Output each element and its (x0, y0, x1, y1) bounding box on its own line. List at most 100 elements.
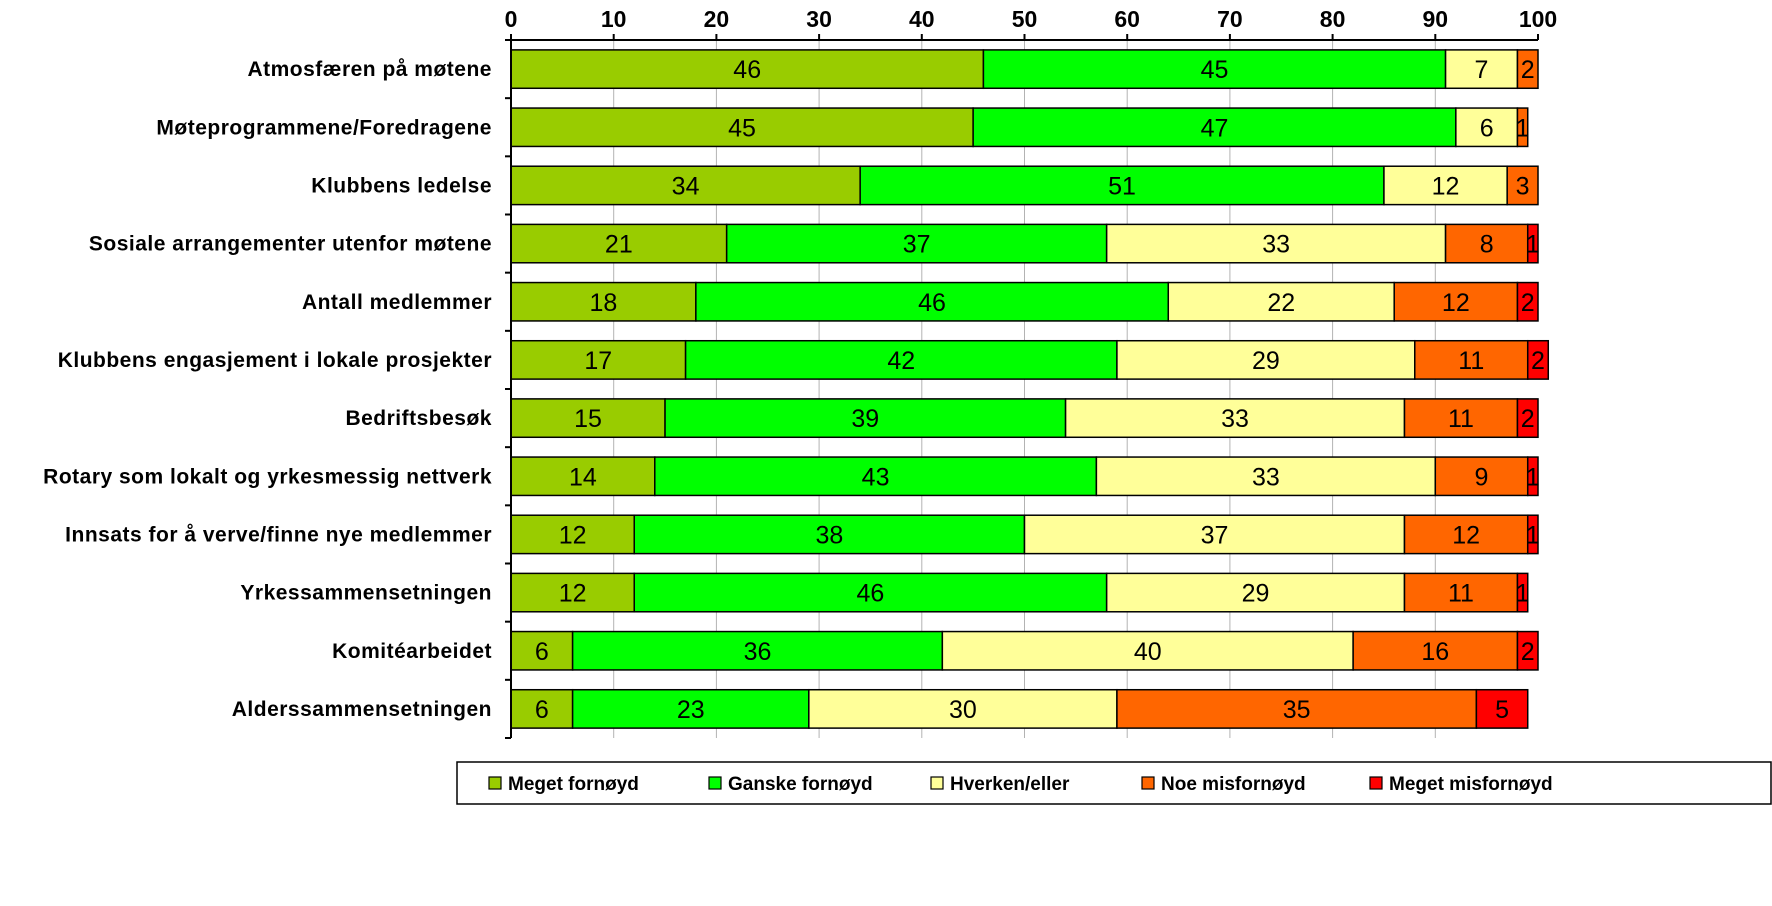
data-label: 37 (1201, 521, 1229, 549)
data-label: 11 (1448, 580, 1474, 608)
bar-segment-noe-misfornoyd (1444, 223, 1529, 264)
data-label: 11 (1448, 405, 1474, 433)
bar-segment-ganske-fornoyd (695, 281, 1170, 322)
x-tick-label: 10 (601, 6, 627, 32)
category-label: Antall medlemmer (302, 291, 492, 314)
data-label: 23 (677, 696, 705, 724)
bar-segment-noe-misfornoyd (1116, 688, 1478, 729)
data-label: 34 (672, 172, 700, 200)
data-label: 40 (1134, 638, 1162, 666)
category-label: Møteprogrammene/Foredragene (156, 116, 492, 139)
category-label: Klubbens engasjement i lokale prosjekter (58, 349, 492, 372)
bar-segment-hverken-eller (1105, 572, 1406, 613)
bar-segment-noe-misfornoyd (1403, 514, 1529, 555)
legend-box (456, 761, 1772, 805)
bar-segment-meget-fornoyd (510, 339, 687, 380)
data-label: 33 (1252, 463, 1280, 491)
legend-label: Meget misfornøyd (1389, 774, 1553, 795)
bar-segment-meget-fornoyd (510, 165, 861, 206)
x-tick-label: 90 (1423, 6, 1449, 32)
category-label: Klubbens ledelse (311, 174, 492, 197)
data-label: 2 (1521, 405, 1535, 433)
legend-swatch-meget-misfornoyd (1369, 776, 1383, 790)
legend: Meget fornøyd Ganske fornøyd Hverken/eller… (456, 761, 1772, 805)
bars: 46 45 7 245 47 6 134 51 12 321 37 33 8 118 46 22 12 217 42… (510, 49, 1550, 729)
bar-segment-noe-misfornoyd (1516, 107, 1529, 148)
x-tick-label: 40 (909, 6, 935, 32)
bar-segment-hverken-eller (1383, 165, 1508, 206)
data-label: 46 (918, 289, 946, 317)
data-label: 1 (1516, 580, 1530, 608)
bar-segment-hverken-eller (1064, 398, 1406, 439)
bar-segment-hverken-eller (808, 688, 1118, 729)
data-label: 1 (1516, 114, 1530, 142)
category-labels: Atmosfæren på møtene Møteprogrammene/Fore… (43, 58, 492, 721)
data-label: 7 (1475, 56, 1489, 84)
data-label: 1 (1526, 521, 1540, 549)
bar-segment-meget-fornoyd (510, 398, 666, 439)
bar-segment-meget-misfornoyd (1516, 572, 1529, 613)
x-tick-label: 0 (505, 6, 518, 32)
data-label: 6 (535, 638, 549, 666)
legend-label: Hverken/eller (950, 774, 1070, 795)
data-label: 12 (559, 580, 587, 608)
data-label: 45 (728, 114, 756, 142)
bar-segment-meget-fornoyd (510, 572, 635, 613)
data-label: 12 (559, 521, 587, 549)
bar-segment-noe-misfornoyd (1516, 49, 1539, 90)
x-tick-label: 60 (1114, 6, 1140, 32)
bar-segment-meget-fornoyd (510, 107, 974, 148)
x-tick-label: 30 (806, 6, 832, 32)
x-tick-label: 100 (1519, 6, 1557, 32)
bar-segment-noe-misfornoyd (1434, 456, 1529, 497)
data-label: 38 (815, 521, 843, 549)
data-label: 6 (535, 696, 549, 724)
data-label: 47 (1201, 114, 1229, 142)
category-label: Sosiale arrangementer utenfor møtene (89, 233, 492, 256)
data-label: 35 (1283, 696, 1311, 724)
data-label: 12 (1452, 521, 1480, 549)
bar-segment-ganske-fornoyd (571, 630, 944, 671)
data-label: 43 (862, 463, 890, 491)
data-label: 14 (569, 463, 597, 491)
data-label: 30 (949, 696, 977, 724)
data-label: 6 (1480, 114, 1494, 142)
axes (505, 34, 1539, 739)
bar-segment-ganske-fornoyd (684, 339, 1118, 380)
bar-segment-ganske-fornoyd (571, 688, 810, 729)
bar-segment-hverken-eller (1023, 514, 1406, 555)
bar-segment-hverken-eller (1167, 281, 1395, 322)
bar-segment-meget-misfornoyd (1526, 514, 1539, 555)
bar-segment-meget-misfornoyd (1516, 630, 1539, 671)
category-label: Atmosfæren på møtene (247, 58, 492, 81)
bar-segment-noe-misfornoyd (1506, 165, 1539, 206)
data-label: 1 (1526, 463, 1540, 491)
data-label: 51 (1108, 172, 1136, 200)
data-label: 15 (574, 405, 602, 433)
bar-segment-meget-misfornoyd (1526, 456, 1539, 497)
legend-swatch-meget-fornoyd (488, 776, 502, 790)
data-label: 2 (1521, 56, 1535, 84)
data-label: 5 (1495, 696, 1509, 724)
data-label: 21 (605, 231, 633, 259)
bar-segment-hverken-eller (1444, 49, 1519, 90)
bar-segment-noe-misfornoyd (1393, 281, 1519, 322)
bar-segment-ganske-fornoyd (982, 49, 1447, 90)
category-label: Yrkessammensetningen (240, 582, 492, 605)
legend-label: Noe misfornøyd (1161, 774, 1306, 795)
legend-swatch-ganske-fornoyd (708, 776, 722, 790)
legend-swatch-noe-misfornoyd (1141, 776, 1155, 790)
bar-segment-ganske-fornoyd (664, 398, 1067, 439)
bar-segment-hverken-eller (1095, 456, 1437, 497)
x-tick-labels: 0 10 20 30 40 50 60 70 80 90 100 (505, 6, 1558, 32)
data-label: 22 (1267, 289, 1295, 317)
data-label: 8 (1480, 231, 1494, 259)
data-label: 33 (1221, 405, 1249, 433)
category-label: Komitéarbeidet (332, 640, 492, 663)
bar-segment-hverken-eller (1105, 223, 1447, 264)
bar-segment-ganske-fornoyd (633, 572, 1108, 613)
data-label: 29 (1242, 580, 1270, 608)
x-tick-label: 70 (1217, 6, 1243, 32)
bar-segment-meget-misfornoyd (1526, 223, 1539, 264)
